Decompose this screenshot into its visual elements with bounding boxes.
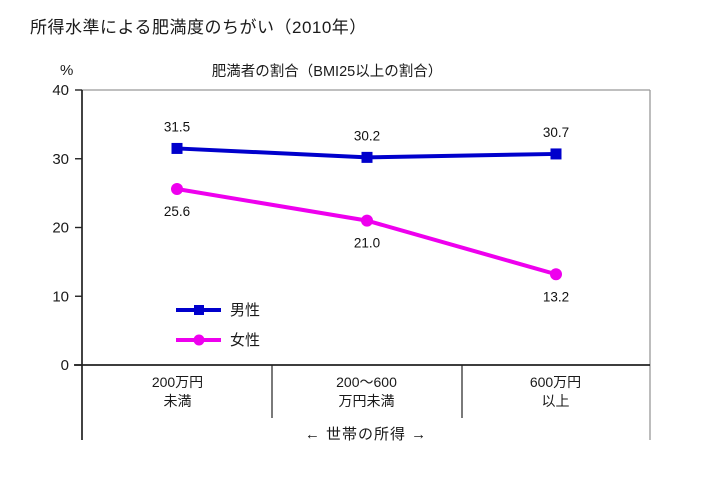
legend-label-female: 女性 <box>230 332 261 349</box>
series-0-square-marker <box>550 148 562 160</box>
y-tick-label: 20 <box>52 220 69 237</box>
series-1-circle-marker <box>550 268 562 281</box>
chart-subtitle: 肥満者の割合（BMI25以上の割合） <box>211 64 443 80</box>
legend-label-male: 男性 <box>230 302 261 319</box>
male-line-swatch <box>176 304 221 315</box>
series-0-square-marker <box>171 142 183 154</box>
y-tick-label: 0 <box>61 357 69 374</box>
data-label: 30.2 <box>354 128 380 143</box>
data-label: 31.5 <box>164 119 190 134</box>
category-label-over-600: 600万円 以上 <box>529 374 582 409</box>
legend-item-male: 男性 <box>176 299 260 320</box>
female-line-swatch <box>176 334 221 345</box>
x-axis-category-row: 200万円 未満 200～600 万円未満 600万円 以上 <box>83 368 650 418</box>
square-marker-icon <box>193 304 204 315</box>
data-label: 21.0 <box>354 236 380 251</box>
series-1-circle-marker <box>171 183 183 195</box>
page-title: 所得水準による肥満度のちがい（2010年） <box>30 18 367 37</box>
data-label: 13.2 <box>543 289 569 304</box>
x-axis-title: ← 世帯の所得 → <box>304 426 428 443</box>
y-tick-label: 10 <box>52 288 69 305</box>
series-line-1 <box>176 187 557 277</box>
y-axis-unit: % <box>60 62 74 79</box>
y-tick-label: 40 <box>52 82 69 99</box>
circle-marker-icon <box>193 334 204 345</box>
y-tick-label: 30 <box>52 151 69 168</box>
data-label: 25.6 <box>164 204 190 219</box>
data-label: 30.7 <box>543 125 569 140</box>
legend-item-female: 女性 <box>176 329 260 350</box>
category-label-under-200: 200万円 未満 <box>151 374 204 409</box>
series-0-square-marker <box>361 151 373 163</box>
category-label-200-600: 200～600 万円未満 <box>336 374 397 409</box>
legend: 男性 女性 <box>176 299 260 350</box>
series-1-circle-marker <box>361 214 373 227</box>
